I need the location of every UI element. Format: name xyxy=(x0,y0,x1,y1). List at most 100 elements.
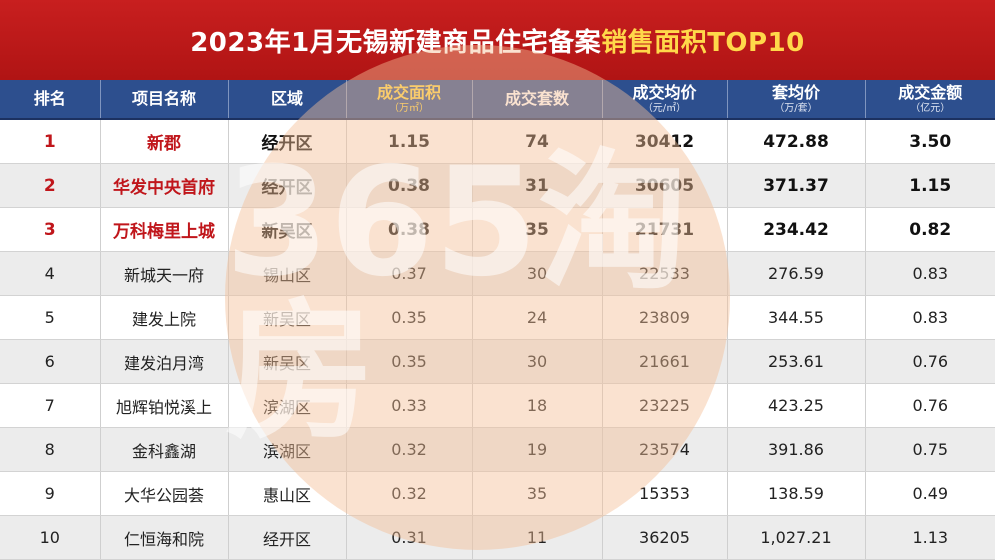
header-amount-unit: （亿元） xyxy=(866,103,995,114)
cell-area: 0.33 xyxy=(346,384,472,428)
cell-units: 31 xyxy=(472,164,602,208)
cell-area: 0.32 xyxy=(346,428,472,472)
header-unit-price-label: 套均价 xyxy=(772,83,820,102)
header-area-unit: （万㎡） xyxy=(347,103,472,114)
table-row: 6 建发泊月湾 新吴区 0.35 30 21661 253.61 0.76 xyxy=(0,340,995,384)
cell-amount: 3.50 xyxy=(865,119,995,164)
ranking-table: 排名 项目名称 区域 成交面积（万㎡） 成交套数 成交均价（元/㎡） 套均价（万… xyxy=(0,80,995,560)
cell-avg-price: 23225 xyxy=(602,384,727,428)
cell-area: 0.31 xyxy=(346,516,472,560)
table-row: 4 新城天一府 锡山区 0.37 30 22533 276.59 0.83 xyxy=(0,252,995,296)
cell-rank: 4 xyxy=(0,252,100,296)
header-avg-price-unit: （元/㎡） xyxy=(603,103,727,114)
cell-district: 经开区 xyxy=(228,119,346,164)
cell-area: 0.37 xyxy=(346,252,472,296)
cell-unit-price: 234.42 xyxy=(727,208,865,252)
cell-units: 24 xyxy=(472,296,602,340)
cell-name: 建发上院 xyxy=(100,296,228,340)
table-row: 7 旭辉铂悦溪上 滨湖区 0.33 18 23225 423.25 0.76 xyxy=(0,384,995,428)
page-title: 2023年1月无锡新建商品住宅备案销售面积TOP10 xyxy=(0,0,995,80)
cell-district: 经开区 xyxy=(228,516,346,560)
cell-unit-price: 423.25 xyxy=(727,384,865,428)
header-area: 成交面积（万㎡） xyxy=(346,80,472,119)
cell-avg-price: 21661 xyxy=(602,340,727,384)
cell-unit-price: 138.59 xyxy=(727,472,865,516)
cell-rank: 1 xyxy=(0,119,100,164)
cell-rank: 9 xyxy=(0,472,100,516)
cell-area: 0.38 xyxy=(346,164,472,208)
table-row: 1 新郡 经开区 1.15 74 30412 472.88 3.50 xyxy=(0,119,995,164)
header-name: 项目名称 xyxy=(100,80,228,119)
cell-area: 0.35 xyxy=(346,296,472,340)
header-avg-price-label: 成交均价 xyxy=(632,83,696,102)
cell-units: 74 xyxy=(472,119,602,164)
title-prefix: 2023年1月无锡新建商品住宅备案 xyxy=(190,22,601,59)
cell-unit-price: 1,027.21 xyxy=(727,516,865,560)
cell-amount: 1.15 xyxy=(865,164,995,208)
cell-avg-price: 23809 xyxy=(602,296,727,340)
cell-name: 万科梅里上城 xyxy=(100,208,228,252)
header-units: 成交套数 xyxy=(472,80,602,119)
table-row: 3 万科梅里上城 新吴区 0.38 35 21731 234.42 0.82 xyxy=(0,208,995,252)
cell-unit-price: 276.59 xyxy=(727,252,865,296)
table-row: 5 建发上院 新吴区 0.35 24 23809 344.55 0.83 xyxy=(0,296,995,340)
cell-district: 新吴区 xyxy=(228,340,346,384)
cell-district: 滨湖区 xyxy=(228,428,346,472)
cell-units: 19 xyxy=(472,428,602,472)
cell-name: 大华公园荟 xyxy=(100,472,228,516)
cell-avg-price: 23574 xyxy=(602,428,727,472)
cell-unit-price: 253.61 xyxy=(727,340,865,384)
cell-name: 旭辉铂悦溪上 xyxy=(100,384,228,428)
table-header-row: 排名 项目名称 区域 成交面积（万㎡） 成交套数 成交均价（元/㎡） 套均价（万… xyxy=(0,80,995,119)
cell-avg-price: 22533 xyxy=(602,252,727,296)
cell-amount: 0.49 xyxy=(865,472,995,516)
table-row: 10 仁恒海和院 经开区 0.31 11 36205 1,027.21 1.13 xyxy=(0,516,995,560)
cell-unit-price: 371.37 xyxy=(727,164,865,208)
header-area-label: 成交面积 xyxy=(377,83,441,102)
cell-rank: 5 xyxy=(0,296,100,340)
cell-units: 35 xyxy=(472,208,602,252)
cell-unit-price: 391.86 xyxy=(727,428,865,472)
cell-rank: 7 xyxy=(0,384,100,428)
cell-name: 仁恒海和院 xyxy=(100,516,228,560)
cell-units: 30 xyxy=(472,340,602,384)
header-unit-price: 套均价（万/套） xyxy=(727,80,865,119)
cell-avg-price: 36205 xyxy=(602,516,727,560)
cell-district: 经开区 xyxy=(228,164,346,208)
cell-amount: 0.82 xyxy=(865,208,995,252)
cell-amount: 0.83 xyxy=(865,296,995,340)
cell-unit-price: 472.88 xyxy=(727,119,865,164)
cell-units: 11 xyxy=(472,516,602,560)
header-avg-price: 成交均价（元/㎡） xyxy=(602,80,727,119)
header-district: 区域 xyxy=(228,80,346,119)
cell-rank: 8 xyxy=(0,428,100,472)
cell-district: 锡山区 xyxy=(228,252,346,296)
header-amount-label: 成交金额 xyxy=(898,83,962,102)
cell-district: 滨湖区 xyxy=(228,384,346,428)
cell-unit-price: 344.55 xyxy=(727,296,865,340)
cell-area: 0.38 xyxy=(346,208,472,252)
cell-rank: 6 xyxy=(0,340,100,384)
cell-name: 新郡 xyxy=(100,119,228,164)
header-amount: 成交金额（亿元） xyxy=(865,80,995,119)
cell-units: 35 xyxy=(472,472,602,516)
header-rank: 排名 xyxy=(0,80,100,119)
cell-avg-price: 15353 xyxy=(602,472,727,516)
table-row: 2 华发中央首府 经开区 0.38 31 30605 371.37 1.15 xyxy=(0,164,995,208)
table-row: 9 大华公园荟 惠山区 0.32 35 15353 138.59 0.49 xyxy=(0,472,995,516)
cell-area: 1.15 xyxy=(346,119,472,164)
cell-area: 0.35 xyxy=(346,340,472,384)
cell-rank: 3 xyxy=(0,208,100,252)
cell-name: 华发中央首府 xyxy=(100,164,228,208)
cell-district: 惠山区 xyxy=(228,472,346,516)
header-unit-price-unit: （万/套） xyxy=(728,103,865,114)
table-row: 8 金科鑫湖 滨湖区 0.32 19 23574 391.86 0.75 xyxy=(0,428,995,472)
cell-name: 新城天一府 xyxy=(100,252,228,296)
cell-district: 新吴区 xyxy=(228,208,346,252)
cell-district: 新吴区 xyxy=(228,296,346,340)
cell-rank: 10 xyxy=(0,516,100,560)
cell-name: 建发泊月湾 xyxy=(100,340,228,384)
title-highlight: 销售面积TOP10 xyxy=(601,22,805,59)
cell-avg-price: 30605 xyxy=(602,164,727,208)
cell-amount: 0.76 xyxy=(865,384,995,428)
